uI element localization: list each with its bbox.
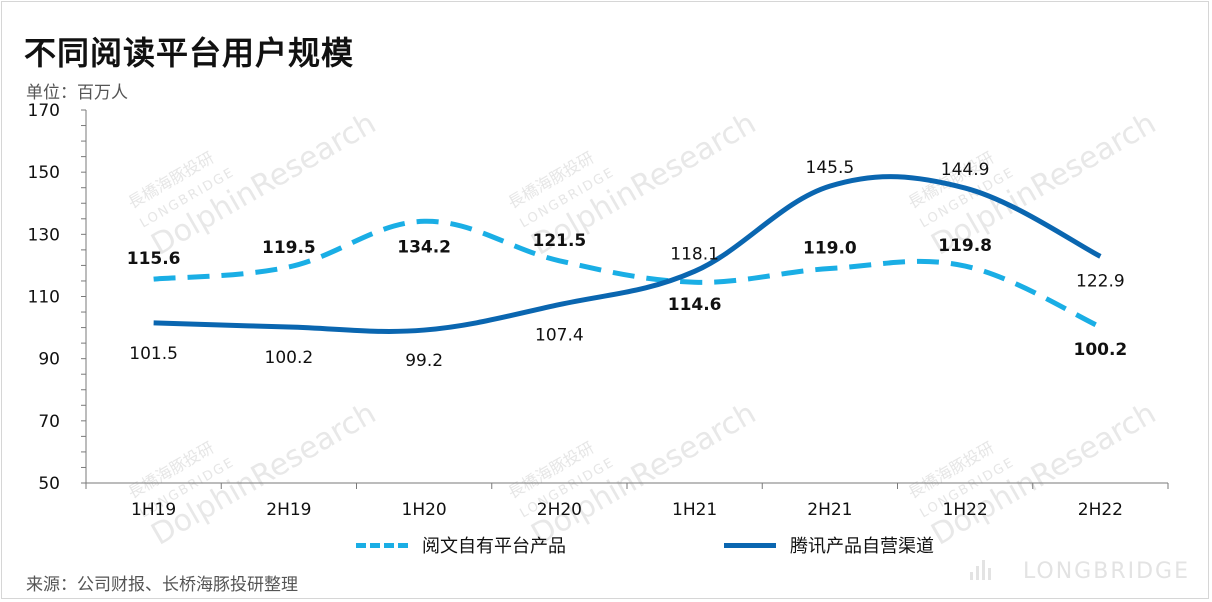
data-label-series1: 119.5 xyxy=(262,238,316,258)
x-tick-label: 1H20 xyxy=(402,500,447,520)
x-tick-label: 2H22 xyxy=(1078,500,1123,520)
y-tick-label: 150 xyxy=(28,163,60,183)
data-label-series2: 100.2 xyxy=(265,348,314,368)
data-label-layer: 115.6 119.5 134.2 121.5 114.6 119.0 119.8 100.2… xyxy=(127,158,1128,371)
legend-label-series2: 腾讯产品自营渠道 xyxy=(790,536,934,557)
x-tick-label: 1H21 xyxy=(672,500,717,520)
series-line-solid xyxy=(153,174,1102,334)
data-label-series1: 134.2 xyxy=(397,237,451,257)
data-label-series1: 119.8 xyxy=(938,236,992,256)
series-line-dashed xyxy=(153,218,1102,330)
brand-watermark: LONGBRIDGE xyxy=(1022,559,1190,584)
y-tick-label: 50 xyxy=(38,474,60,494)
data-label-series1: 119.0 xyxy=(803,239,857,259)
data-label-series1: 115.6 xyxy=(127,249,181,269)
data-label-series1: 100.2 xyxy=(1073,340,1127,360)
source-note: 来源：公司财报、长桥海豚投研整理 xyxy=(26,575,298,595)
y-tick-label: 110 xyxy=(28,288,60,308)
unit-label: 单位：百万人 xyxy=(26,83,128,103)
series-layer xyxy=(153,174,1102,334)
x-tick-label: 1H19 xyxy=(131,500,176,520)
brand-logo-icon xyxy=(970,560,994,580)
y-tick-label: 170 xyxy=(28,101,60,121)
data-label-series2: 145.5 xyxy=(806,158,855,178)
y-tick-label: 70 xyxy=(38,412,60,432)
legend-item-series1: 阅文自有平台产品 xyxy=(356,532,566,558)
legend-swatch-dashed xyxy=(356,542,408,548)
y-tick-label: 130 xyxy=(28,225,60,245)
axes-layer: 50 70 90 110 130 150 170 1H19 2H19 1H20 2H20 1H21 2H… xyxy=(28,101,1169,520)
x-tick-label: 2H20 xyxy=(537,500,582,520)
data-label-series1: 121.5 xyxy=(532,231,586,251)
data-label-series2: 144.9 xyxy=(941,160,990,180)
y-tick-label: 90 xyxy=(38,350,60,370)
data-label-series2: 107.4 xyxy=(535,326,584,346)
x-tick-label: 1H22 xyxy=(943,500,988,520)
data-label-series2: 101.5 xyxy=(129,344,178,364)
data-label-series2: 122.9 xyxy=(1076,271,1125,291)
data-label-series2: 99.2 xyxy=(405,351,443,371)
legend-item-series2: 腾讯产品自营渠道 xyxy=(724,532,934,558)
data-label-series2: 118.1 xyxy=(670,244,719,264)
legend-label-series1: 阅文自有平台产品 xyxy=(422,536,566,557)
chart-title: 不同阅读平台用户规模 xyxy=(24,34,355,72)
data-label-series1: 114.6 xyxy=(668,295,722,315)
x-tick-label: 2H19 xyxy=(266,500,311,520)
legend-swatch-solid xyxy=(724,542,776,548)
x-tick-label: 2H21 xyxy=(807,500,852,520)
